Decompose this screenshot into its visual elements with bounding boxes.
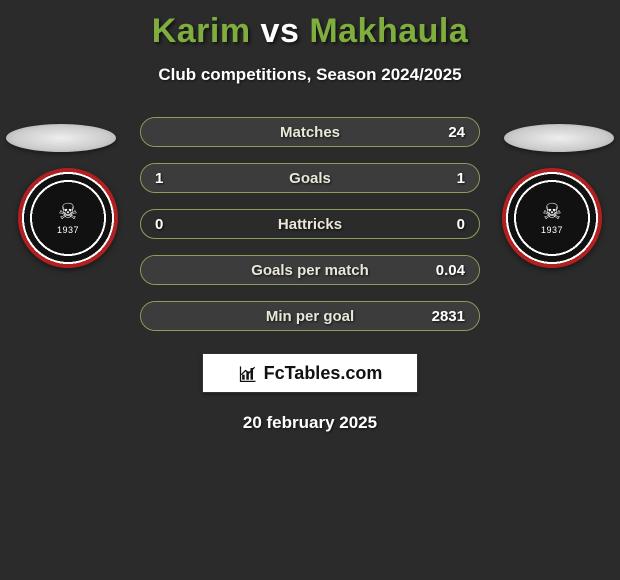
stat-right-value: 2831 bbox=[432, 308, 465, 325]
brand-box[interactable]: FcTables.com bbox=[202, 353, 418, 393]
badge-year: 1937 bbox=[57, 225, 79, 235]
player1-club-badge: ☠ 1937 bbox=[18, 168, 118, 268]
stat-row: Min per goal 2831 bbox=[140, 301, 480, 331]
stat-label: Hattricks bbox=[278, 216, 342, 233]
stat-fill-left bbox=[141, 164, 310, 192]
stat-row: 1 Goals 1 bbox=[140, 163, 480, 193]
stat-right-value: 0 bbox=[457, 216, 465, 233]
stat-row: Goals per match 0.04 bbox=[140, 255, 480, 285]
stat-right-value: 1 bbox=[457, 170, 465, 187]
player2-shadow-ellipse bbox=[504, 124, 614, 152]
stat-label: Goals per match bbox=[251, 262, 369, 279]
stat-left-value: 0 bbox=[155, 216, 163, 233]
stat-right-value: 0.04 bbox=[436, 262, 465, 279]
skull-icon: ☠ bbox=[58, 201, 78, 223]
stat-label: Min per goal bbox=[266, 308, 354, 325]
title-vs: vs bbox=[261, 12, 300, 50]
title-player2: Makhaula bbox=[309, 12, 468, 50]
stat-fill-right bbox=[310, 164, 479, 192]
subtitle: Club competitions, Season 2024/2025 bbox=[0, 65, 620, 85]
stat-row: Matches 24 bbox=[140, 117, 480, 147]
player2-club-badge: ☠ 1937 bbox=[502, 168, 602, 268]
page-title: Karim vs Makhaula bbox=[0, 0, 620, 51]
bar-chart-icon bbox=[238, 363, 258, 383]
title-player1: Karim bbox=[152, 12, 251, 50]
stat-row: 0 Hattricks 0 bbox=[140, 209, 480, 239]
player1-shadow-ellipse bbox=[6, 124, 116, 152]
stat-right-value: 24 bbox=[448, 124, 465, 141]
badge-year: 1937 bbox=[541, 225, 563, 235]
stat-label: Matches bbox=[280, 124, 340, 141]
date-line: 20 february 2025 bbox=[0, 413, 620, 433]
skull-icon: ☠ bbox=[542, 201, 562, 223]
brand-text: FcTables.com bbox=[264, 363, 383, 384]
stat-left-value: 1 bbox=[155, 170, 163, 187]
stat-label: Goals bbox=[289, 170, 331, 187]
